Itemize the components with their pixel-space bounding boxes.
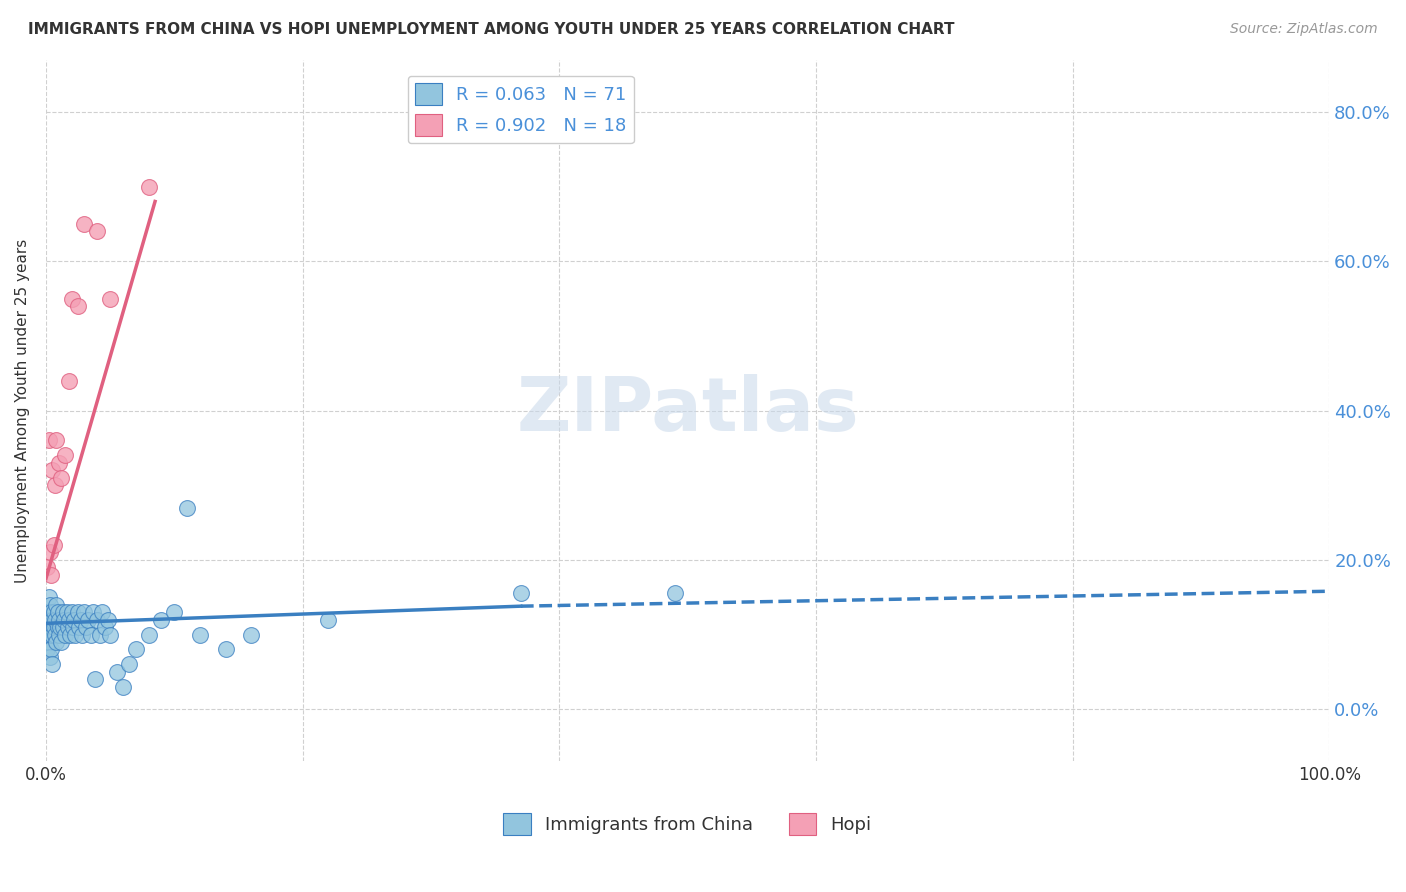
Point [39, 605, 62, 619]
Point [45, 434, 67, 448]
Point [42, 620, 65, 634]
Point [38, 620, 60, 634]
Point [60, 292, 83, 306]
Point [75, 620, 97, 634]
Point [73, 217, 96, 231]
Point [98, 627, 121, 641]
Point [39, 642, 62, 657]
Point [38, 598, 60, 612]
Point [38, 605, 60, 619]
Point [42, 538, 65, 552]
Point [67, 299, 90, 313]
Point [48, 627, 70, 641]
Point [38, 627, 60, 641]
Point [52, 620, 75, 634]
Point [150, 613, 173, 627]
Point [38, 591, 60, 605]
Point [38, 434, 60, 448]
Text: IMMIGRANTS FROM CHINA VS HOPI UNEMPLOYMENT AMONG YOUTH UNDER 25 YEARS CORRELATIO: IMMIGRANTS FROM CHINA VS HOPI UNEMPLOYME… [28, 22, 955, 37]
Point [316, 613, 339, 627]
Point [118, 657, 141, 672]
Point [38, 545, 60, 559]
Point [509, 586, 531, 600]
Point [51, 471, 73, 485]
Point [138, 627, 160, 641]
Point [49, 620, 72, 634]
Point [80, 627, 103, 641]
Point [42, 605, 65, 619]
Point [65, 627, 87, 641]
Point [188, 627, 211, 641]
Point [38, 635, 60, 649]
Point [60, 605, 83, 619]
Point [48, 613, 70, 627]
Point [37, 627, 59, 641]
Point [46, 605, 69, 619]
Point [163, 605, 186, 619]
Point [58, 613, 80, 627]
Point [56, 620, 79, 634]
Y-axis label: Unemployment Among Youth under 25 years: Unemployment Among Youth under 25 years [15, 238, 30, 582]
Point [83, 673, 105, 687]
Point [37, 642, 59, 657]
Point [98, 292, 121, 306]
Point [77, 613, 100, 627]
Point [94, 620, 117, 634]
Point [39, 567, 62, 582]
Point [51, 635, 73, 649]
Point [91, 605, 114, 619]
Point [138, 179, 160, 194]
Point [52, 613, 75, 627]
Point [55, 605, 77, 619]
Point [53, 627, 76, 641]
Point [39, 620, 62, 634]
Point [240, 627, 263, 641]
Point [37, 613, 59, 627]
Point [45, 635, 67, 649]
Text: ZIPatlas: ZIPatlas [516, 374, 859, 447]
Point [67, 605, 90, 619]
Point [38, 649, 60, 664]
Legend: Immigrants from China, Hopi: Immigrants from China, Hopi [496, 805, 879, 842]
Point [89, 627, 111, 641]
Point [41, 463, 63, 477]
Point [105, 665, 128, 679]
Point [63, 613, 86, 627]
Point [176, 500, 198, 515]
Point [41, 613, 63, 627]
Point [46, 620, 69, 634]
Point [45, 598, 67, 612]
Point [53, 448, 76, 462]
Point [73, 605, 96, 619]
Point [82, 605, 104, 619]
Point [67, 620, 90, 634]
Point [52, 605, 75, 619]
Point [59, 627, 82, 641]
Point [37, 560, 59, 574]
Point [86, 224, 108, 238]
Point [70, 627, 93, 641]
Point [62, 620, 84, 634]
Point [58, 374, 80, 388]
Point [44, 613, 66, 627]
Point [125, 642, 148, 657]
Point [69, 613, 91, 627]
Point [97, 613, 120, 627]
Point [44, 478, 66, 492]
Point [41, 627, 63, 641]
Point [44, 627, 66, 641]
Text: Source: ZipAtlas.com: Source: ZipAtlas.com [1230, 22, 1378, 37]
Point [41, 657, 63, 672]
Point [48, 456, 70, 470]
Point [38, 613, 60, 627]
Point [214, 642, 236, 657]
Point [664, 586, 686, 600]
Point [86, 613, 108, 627]
Point [111, 680, 134, 694]
